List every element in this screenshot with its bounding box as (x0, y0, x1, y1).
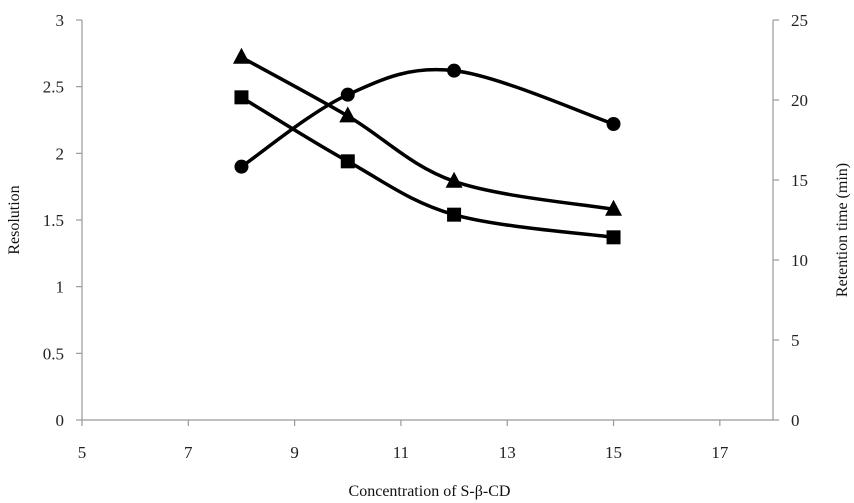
y-right-tick-label: 15 (791, 171, 808, 190)
y-left-tick-label: 0 (56, 411, 65, 430)
y-right-tick-label: 10 (791, 251, 808, 270)
data-point-triangle (605, 199, 623, 216)
data-point-square (234, 90, 249, 105)
data-point-square (447, 207, 462, 222)
y-right-tick-label: 0 (791, 411, 800, 430)
data-point-square (340, 154, 355, 169)
x-tick-label: 5 (78, 443, 87, 462)
y-left-tick-label: 2.5 (43, 78, 64, 97)
x-axis-title: Concentration of S-β-CD (349, 483, 511, 500)
x-tick-label: 9 (290, 443, 299, 462)
series-triangle (232, 47, 623, 216)
x-tick-label: 15 (605, 443, 622, 462)
y-right-tick-label: 20 (791, 91, 808, 110)
y-left-tick-label: 0.5 (43, 344, 64, 363)
x-tick-label: 7 (184, 443, 193, 462)
y-axis-right-title: Retention time (min) (834, 163, 851, 297)
y-left-tick-label: 1 (56, 278, 65, 297)
x-tick-label: 13 (499, 443, 516, 462)
series-line-square (239, 95, 616, 240)
data-point-triangle (232, 47, 250, 64)
series-square (234, 90, 621, 245)
data-point-square (606, 230, 621, 245)
y-right-tick-label: 25 (791, 11, 808, 30)
plot-area (81, 20, 774, 421)
series-line-triangle (239, 55, 616, 212)
y-left-tick-label: 1.5 (43, 211, 64, 230)
y-left-tick-label: 2 (56, 144, 65, 163)
x-tick-label: 11 (393, 443, 409, 462)
x-tick-label: 17 (711, 443, 729, 462)
series-layer (232, 47, 623, 245)
y-right-tick-label: 5 (791, 331, 800, 350)
data-point-circle (234, 159, 249, 174)
data-point-triangle (445, 171, 463, 188)
data-point-circle (340, 87, 355, 102)
data-point-triangle (339, 106, 357, 123)
series-line-circle (239, 67, 616, 169)
y-axis-left-title: Resolution (6, 185, 23, 254)
y-left-tick-label: 3 (56, 11, 65, 30)
series-circle (234, 63, 621, 174)
data-point-circle (606, 117, 621, 131)
data-point-circle (447, 63, 462, 78)
